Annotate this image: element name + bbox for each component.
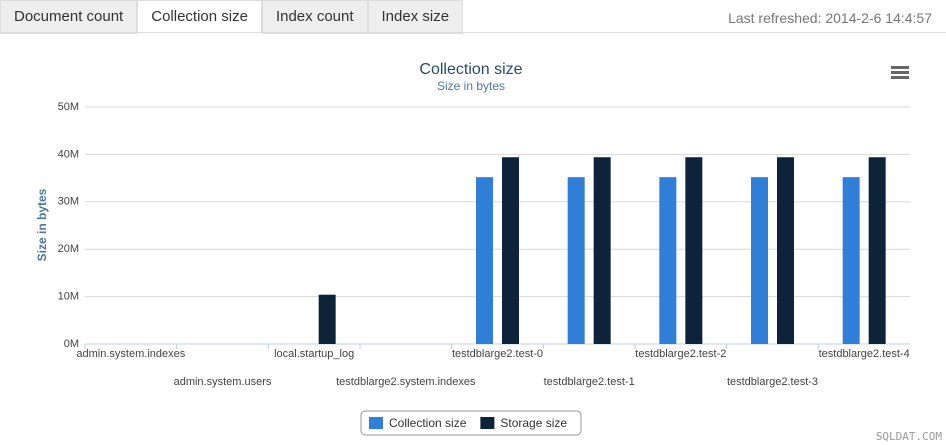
y-axis-title: Size in bytes [35,188,49,261]
legend-item[interactable]: Collection size [369,416,467,430]
x-tick-label: admin.system.users [174,376,272,388]
bar [751,177,768,344]
bar [868,157,886,344]
legend-label[interactable]: Storage size [500,416,567,430]
x-tick-label: testdblarge2.system.indexes [336,376,476,388]
legend-label[interactable]: Collection size [389,416,467,430]
bar [318,294,336,344]
legend-item[interactable]: Storage size [480,416,567,430]
bar [659,177,677,344]
menu-bar[interactable] [891,76,909,79]
menu-bar[interactable] [891,71,909,74]
menu-bar[interactable] [891,66,909,69]
bar [842,177,860,344]
x-tick-label: testdblarge2.test-3 [727,376,818,388]
tab[interactable]: Collection size [137,0,262,34]
y-tick-label: 30M [58,196,79,208]
bar [685,157,703,344]
x-tick-label: testdblarge2.test-2 [635,348,726,360]
tab[interactable]: Document count [0,0,138,34]
chart: Collection size Size in bytes Size in by… [35,61,910,436]
bar [777,157,794,344]
last-refreshed: Last refreshed: 2014-2-6 14:4:57 [728,10,932,26]
chart-subtitle: Size in bytes [437,79,505,93]
divider [0,32,946,33]
legend: Collection size Storage size [360,410,582,436]
tab[interactable]: Index count [261,0,368,34]
bar [593,157,611,344]
bar [476,177,493,344]
x-tick-label: admin.system.indexes [76,348,185,360]
x-tick-label: local.startup_log [274,348,354,360]
x-tick-label: testdblarge2.test-4 [819,348,910,360]
legend-box [360,410,582,436]
watermark: SQLDAT.COM [875,430,942,443]
y-tick-label: 20M [58,243,79,255]
menu-button[interactable] [891,66,909,79]
x-tick-label: testdblarge2.test-0 [452,348,543,360]
bar [567,177,585,344]
y-tick-label: 10M [58,291,79,303]
legend-swatch[interactable] [480,417,495,429]
tab[interactable]: Index size [367,0,464,34]
bar [502,157,519,344]
y-tick-label: 40M [58,148,79,160]
y-tick-label: 50M [58,101,79,113]
chart-title: Collection size [419,61,522,78]
y-tick-label: 0M [64,338,79,350]
legend-swatch[interactable] [369,417,383,429]
x-tick-label: testdblarge2.test-1 [544,376,635,388]
tab-bar: Document count Collection size Index count… [0,0,464,34]
